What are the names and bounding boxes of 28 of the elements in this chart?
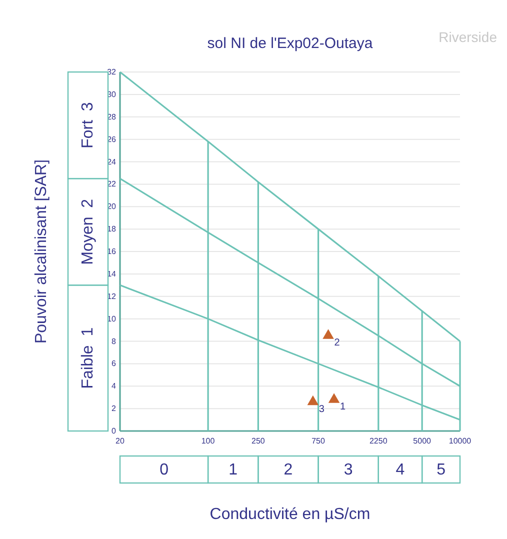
y-tick-label: 6	[112, 359, 117, 368]
annotation: 1	[340, 402, 346, 413]
y-tick-label: 0	[112, 426, 117, 436]
x-tick-label: 750	[312, 436, 326, 446]
text: 2	[284, 462, 293, 478]
y-tick-label: 18	[107, 224, 117, 234]
text: 1	[228, 462, 238, 478]
y-axis-title: Pouvoir alcalinisant [SAR]	[33, 159, 50, 344]
text: 0	[160, 462, 169, 478]
text: 4	[396, 462, 405, 478]
x-axis-title: Conductivité en µS/cm	[210, 506, 370, 523]
chart-title: sol NI de l'Exp02-Outaya	[207, 35, 374, 52]
text: 3	[344, 462, 353, 478]
x-tick-label: 5000	[413, 436, 432, 446]
y-tick-label: 2	[112, 404, 117, 414]
y-tick-label: 4	[112, 382, 117, 391]
text: Moyen 2	[80, 198, 96, 265]
annotation: 3	[318, 404, 325, 415]
text: 5	[436, 462, 446, 478]
y-tick-label: 16	[107, 247, 117, 256]
x-tick-label: 100	[201, 436, 216, 446]
text: Fort 3	[80, 102, 96, 148]
x-tick-label: 250	[252, 436, 266, 446]
y-tick-label: 8	[112, 336, 117, 346]
x-tick-label: 2250	[369, 436, 388, 446]
x-tick-label: 10000	[448, 436, 472, 446]
annotation: 2	[334, 338, 340, 349]
text: Faible 1	[80, 327, 96, 389]
